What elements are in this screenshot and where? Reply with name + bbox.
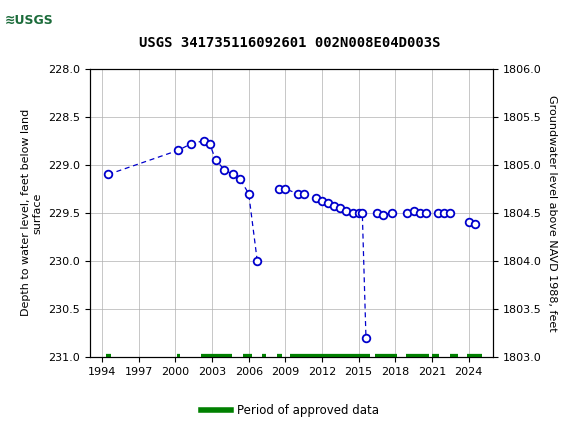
Y-axis label: Depth to water level, feet below land
surface: Depth to water level, feet below land su… <box>21 109 42 316</box>
FancyBboxPatch shape <box>3 3 55 37</box>
Text: USGS 341735116092601 002N008E04D003S: USGS 341735116092601 002N008E04D003S <box>139 36 441 50</box>
Text: ≋USGS: ≋USGS <box>5 14 53 27</box>
Y-axis label: Groundwater level above NAVD 1988, feet: Groundwater level above NAVD 1988, feet <box>547 95 557 331</box>
Legend: Period of approved data: Period of approved data <box>197 399 383 422</box>
